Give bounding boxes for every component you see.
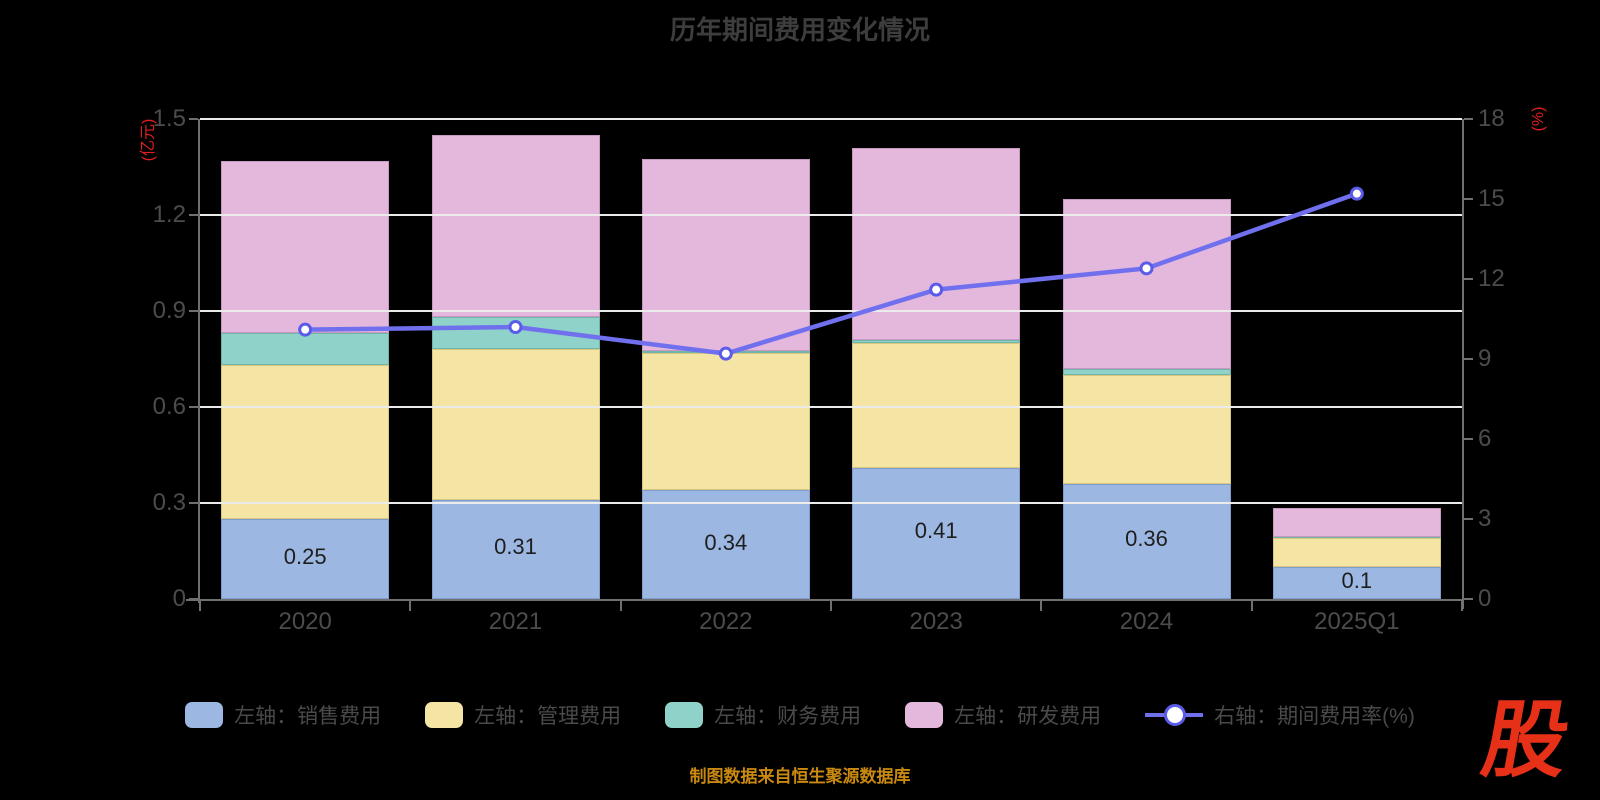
- legend-line-marker: [1145, 702, 1204, 728]
- x-axis-tick: [199, 601, 201, 611]
- x-axis-label-2021: 2021: [488, 608, 543, 635]
- right-axis-tick-label: 3: [1478, 505, 1492, 532]
- bar-2024-segment-2[interactable]: [1062, 375, 1231, 484]
- right-axis-tick-label: 15: [1478, 185, 1505, 212]
- bar-value-label: 0.36: [1125, 526, 1168, 552]
- gridline: [200, 310, 1462, 312]
- x-axis-label-2022: 2022: [699, 608, 753, 635]
- bar-2020-segment-1[interactable]: 0.25: [221, 519, 390, 599]
- bar-2021-segment-3[interactable]: [431, 317, 600, 350]
- data-source-note: 制图数据来自恒生聚源数据库: [689, 767, 911, 786]
- bar-2021-segment-4[interactable]: [431, 135, 600, 318]
- rate-line-point[interactable]: [1349, 186, 1364, 201]
- right-axis-tick: [1464, 118, 1473, 120]
- legend-label: 左轴：财务费用: [714, 705, 862, 728]
- bar-2022-segment-1[interactable]: 0.34: [641, 490, 810, 599]
- bar-2025Q1-segment-1[interactable]: 0.1: [1272, 567, 1441, 599]
- legend-item-4[interactable]: 左轴：研发费用: [905, 700, 1101, 730]
- left-axis-tick-label: 0: [172, 585, 186, 612]
- bar-value-label: 0.31: [494, 534, 537, 560]
- x-axis-label-2025Q1: 2025Q1: [1314, 608, 1400, 635]
- right-axis-tick: [1464, 358, 1473, 360]
- right-axis-tick-label: 12: [1478, 265, 1505, 292]
- bar-2024-segment-4[interactable]: [1062, 199, 1231, 369]
- right-axis-tick-label: 0: [1478, 585, 1492, 612]
- gridline: [200, 406, 1462, 408]
- left-axis-tick-label: 0.9: [152, 297, 186, 324]
- legend-label: 左轴：销售费用: [234, 705, 382, 728]
- left-axis-tick: [189, 214, 198, 216]
- legend-item-1[interactable]: 左轴：销售费用: [185, 700, 381, 730]
- x-axis-label-2024: 2024: [1119, 608, 1174, 635]
- legend-swatch: [185, 702, 224, 728]
- right-axis-tick: [1464, 598, 1473, 600]
- y-axis-left: [198, 119, 200, 603]
- bar-value-label: 0.1: [1341, 568, 1373, 593]
- legend-swatch: [905, 702, 944, 728]
- legend-swatch: [425, 702, 464, 728]
- bar-2020-segment-3[interactable]: [221, 333, 390, 366]
- brand-logo: 股: [1475, 693, 1577, 787]
- x-axis-tick: [619, 601, 622, 611]
- bar-value-label: 0.25: [283, 544, 327, 569]
- bar-2021-segment-2[interactable]: [431, 349, 600, 500]
- legend: 左轴：销售费用 左轴：管理费用 左轴：财务费用 左轴：研发费用 右轴：期间费用率(%): [0, 700, 1600, 730]
- left-axis-tick-label: 0.6: [152, 393, 186, 420]
- left-axis-tick: [189, 406, 198, 408]
- bar-2022-segment-4[interactable]: [641, 159, 810, 351]
- bar-2025Q1-segment-2[interactable]: [1272, 538, 1441, 567]
- right-axis-tick-label: 6: [1478, 425, 1492, 452]
- legend-item-3[interactable]: 左轴：财务费用: [665, 700, 861, 730]
- left-axis-tick-label: 1.2: [152, 201, 186, 228]
- y-axis-right: [1462, 119, 1464, 609]
- right-axis-tick: [1464, 438, 1473, 440]
- bar-value-label: 0.34: [704, 529, 748, 555]
- right-axis-tick: [1464, 198, 1473, 200]
- legend-item-2[interactable]: 左轴：管理费用: [425, 700, 621, 730]
- legend-swatch: [665, 702, 704, 728]
- right-axis-tick-label: 18: [1478, 105, 1505, 132]
- x-axis-tick: [1040, 601, 1043, 611]
- gridline: [200, 118, 1462, 120]
- bar-2023-segment-2[interactable]: [852, 343, 1021, 468]
- right-axis-tick: [1464, 278, 1473, 280]
- x-axis-tick: [1250, 601, 1253, 611]
- left-axis-tick: [189, 118, 198, 120]
- bar-value-label: 0.41: [914, 518, 958, 544]
- legend-item-5[interactable]: 右轴：期间费用率(%): [1145, 700, 1415, 730]
- gridline: [200, 214, 1462, 216]
- legend-label: 左轴：管理费用: [474, 705, 622, 728]
- x-axis-label-2023: 2023: [909, 608, 963, 635]
- bar-2023-segment-1[interactable]: 0.41: [852, 467, 1021, 599]
- x-axis-label-2020: 2020: [278, 608, 332, 635]
- bar-2020-segment-2[interactable]: [221, 365, 390, 519]
- bar-2022-segment-2[interactable]: [641, 352, 810, 491]
- left-axis-tick: [189, 502, 198, 504]
- legend-label: 右轴：期间费用率(%): [1214, 705, 1415, 728]
- bar-2024-segment-3[interactable]: [1062, 368, 1231, 375]
- x-axis-tick: [409, 601, 412, 611]
- chart-title: 历年期间费用变化情况: [669, 15, 930, 45]
- bar-2021-segment-1[interactable]: 0.31: [431, 499, 600, 599]
- right-axis-tick-label: 9: [1478, 345, 1492, 372]
- left-axis-tick-label: 0.3: [152, 489, 186, 516]
- right-axis-tick: [1464, 518, 1473, 520]
- left-axis-tick-label: 1.5: [152, 105, 186, 132]
- left-axis-tick: [189, 310, 198, 312]
- x-axis-tick: [830, 601, 832, 611]
- bar-2020-segment-4[interactable]: [221, 160, 390, 334]
- bar-2025Q1-segment-4[interactable]: [1272, 508, 1441, 537]
- gridline: [200, 502, 1462, 504]
- legend-label: 左轴：研发费用: [954, 705, 1102, 728]
- x-axis: [186, 599, 1464, 601]
